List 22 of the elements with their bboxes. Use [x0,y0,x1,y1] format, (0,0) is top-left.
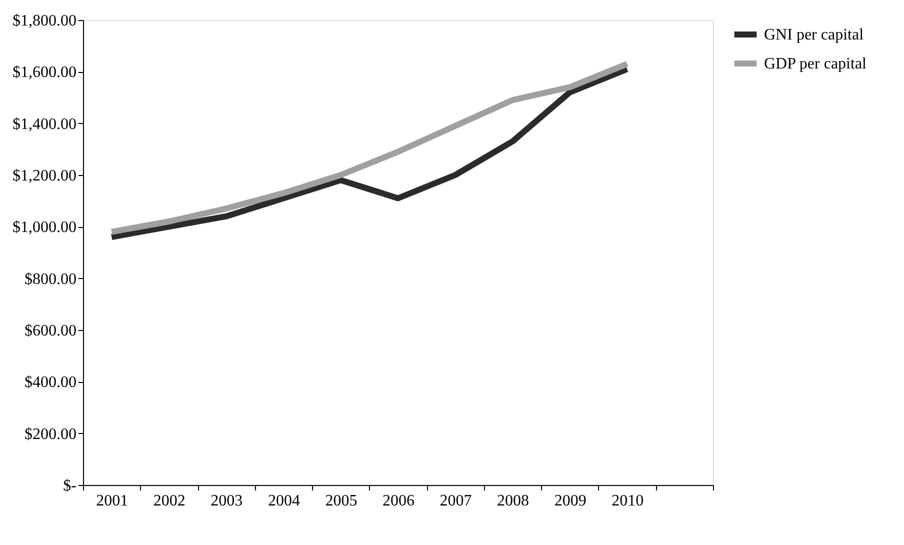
x-tick-label: 2007 [440,492,472,510]
x-tick-label: 2002 [153,492,186,510]
legend-label: GDP per capital [764,56,868,72]
x-tick-label: 2008 [497,492,530,510]
y-tick-label: $400.00 [24,374,76,392]
x-tick-label: 2005 [325,492,358,510]
x-tick-label: 2006 [382,492,414,510]
y-tick-label: $200.00 [24,426,76,443]
y-tick-label: $1,000.00 [12,219,76,236]
x-tick-label: 2009 [554,492,586,510]
x-tick-label: 2003 [210,492,243,510]
x-tick-label: 2001 [96,492,128,510]
x-tick-label: 2010 [612,492,644,510]
y-tick-label: $1,600.00 [12,64,76,82]
y-tick-label: $800.00 [24,270,76,288]
y-tick-label: $1,400.00 [12,116,76,133]
x-tick-label: 2004 [268,492,300,510]
y-tick-label: $1,800.00 [12,12,76,30]
y-tick-label: $- [63,478,76,494]
y-tick-label: $600.00 [24,322,76,340]
legend-label: GNI per capital [764,26,864,44]
y-tick-label: $1,200.00 [12,168,76,184]
